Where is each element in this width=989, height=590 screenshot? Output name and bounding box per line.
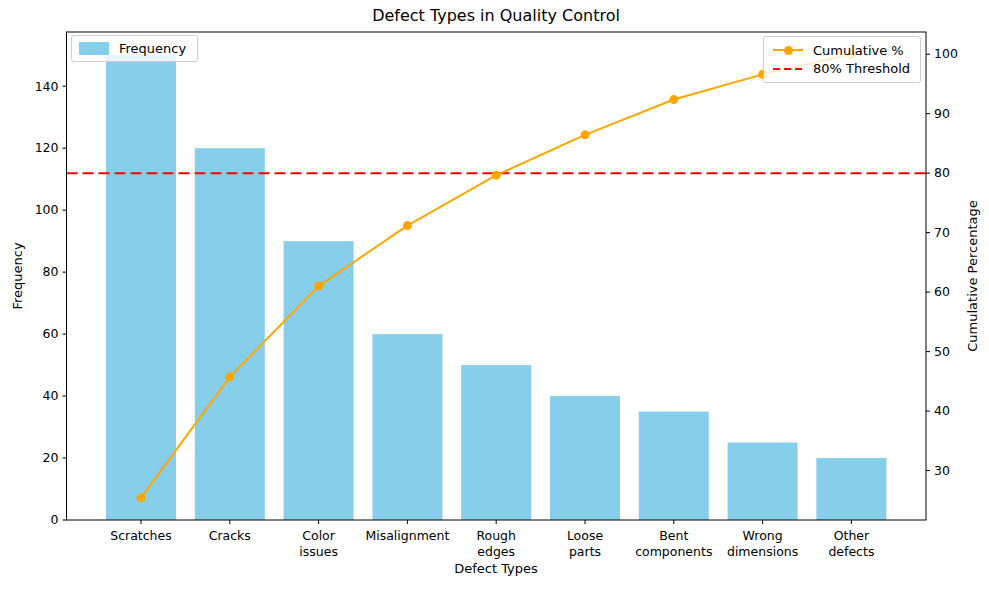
x-tick-label-other-defects: defects	[828, 544, 874, 559]
x-tick-label-color-issues: issues	[299, 544, 338, 559]
y-axis-label-left: Frequency	[10, 242, 25, 309]
bar-wrong-dimensions	[728, 443, 798, 520]
bar-bent-components	[639, 412, 709, 520]
legend-row-threshold: 80% Threshold	[773, 61, 910, 76]
bar-rough-edges	[461, 365, 531, 520]
chart-canvas: 0 20 40 60 80 100 120 140 30 40 50 60 70 80 90 100 Scrat…	[0, 0, 989, 590]
right-tick-label-30: 30	[934, 463, 950, 478]
left-tick-label-100: 100	[35, 202, 59, 217]
legend-row-cumulative: Cumulative %	[773, 43, 910, 58]
right-tick-label-70: 70	[934, 225, 950, 240]
right-tick-label-40: 40	[934, 403, 950, 418]
right-tick-label-50: 50	[934, 344, 950, 359]
frequency-swatch-icon	[79, 42, 109, 55]
left-tick-label-60: 60	[43, 326, 59, 341]
bar-other-defects	[816, 458, 886, 520]
cumulative-marker-bent-components	[669, 95, 678, 104]
x-tick-label-wrong-dimensions: dimensions	[727, 544, 798, 559]
legend-frequency-label: Frequency	[119, 41, 186, 56]
right-tick-label-90: 90	[934, 106, 950, 121]
x-tick-label-wrong-dimensions: Wrong	[743, 528, 783, 543]
bar-cracks	[195, 148, 265, 520]
x-tick-label-loose-parts: parts	[569, 544, 601, 559]
threshold-dash-swatch-icon	[773, 68, 803, 70]
left-tick-label-0: 0	[51, 512, 59, 527]
left-tick-label-120: 120	[35, 140, 59, 155]
cumulative-marker-color-issues	[314, 282, 323, 291]
legend-threshold-label: 80% Threshold	[813, 61, 910, 76]
x-tick-label-scratches: Scratches	[110, 528, 172, 543]
pareto-chart-figure: Defect Types in Quality Control 0 20 40 60 8…	[0, 0, 989, 590]
x-tick-label-other-defects: Other	[834, 528, 870, 543]
cumulative-marker-cracks	[225, 372, 234, 381]
left-tick-label-40: 40	[43, 388, 59, 403]
x-tick-label-misalignment: Misalignment	[365, 528, 449, 543]
cumulative-line-swatch-icon	[773, 49, 803, 51]
x-tick-label-bent-components: Bent	[659, 528, 688, 543]
legend-cumulative: Cumulative % 80% Threshold	[763, 36, 921, 83]
x-tick-label-cracks: Cracks	[209, 528, 251, 543]
left-tick-label-20: 20	[43, 450, 59, 465]
x-tick-label-loose-parts: Loose	[567, 528, 604, 543]
cumulative-marker-scratches	[137, 493, 146, 502]
chart-title: Defect Types in Quality Control	[66, 6, 926, 25]
x-tick-label-rough-edges: Rough	[476, 528, 516, 543]
x-tick-label-rough-edges: edges	[477, 544, 515, 559]
bar-misalignment	[372, 334, 442, 520]
cumulative-marker-rough-edges	[492, 171, 501, 180]
bar-scratches	[106, 55, 176, 520]
x-tick-label-bent-components: components	[635, 544, 712, 559]
left-tick-label-140: 140	[35, 79, 59, 94]
right-tick-label-60: 60	[934, 284, 950, 299]
x-axis-label: Defect Types	[66, 561, 926, 576]
legend-cumulative-label: Cumulative %	[813, 43, 904, 58]
right-tick-label-80: 80	[934, 165, 950, 180]
x-tick-label-color-issues: Color	[302, 528, 335, 543]
y-axis-label-right: Cumulative Percentage	[965, 200, 980, 351]
cumulative-marker-misalignment	[403, 221, 412, 230]
right-tick-label-100: 100	[934, 46, 958, 61]
bar-loose-parts	[550, 396, 620, 520]
legend-frequency: Frequency	[71, 35, 198, 62]
cumulative-marker-loose-parts	[581, 130, 590, 139]
left-tick-label-80: 80	[43, 264, 59, 279]
